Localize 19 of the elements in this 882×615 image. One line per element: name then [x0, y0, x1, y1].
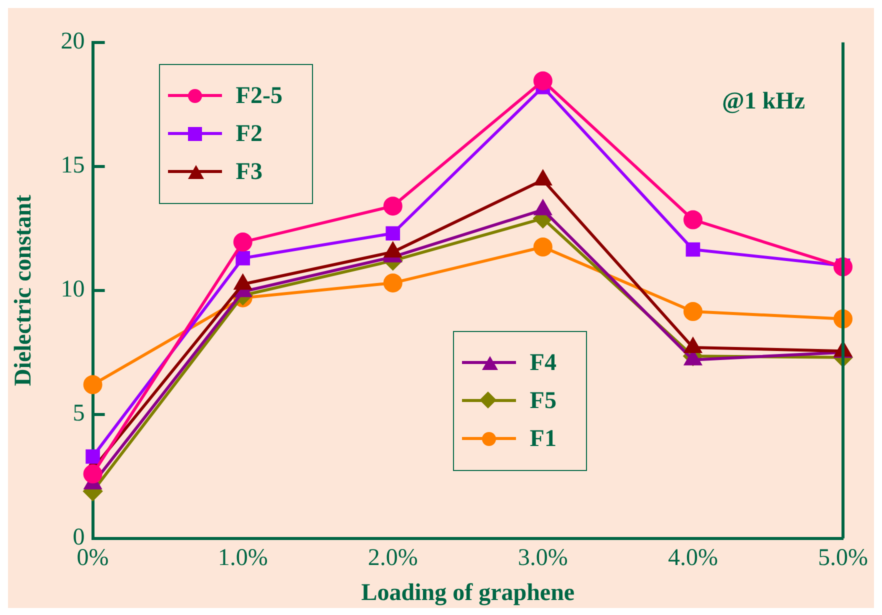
- x-tick-label: 3.0%: [518, 545, 568, 572]
- x-tick-label: 1.0%: [218, 545, 268, 572]
- annotation: @1 kHz: [722, 88, 806, 115]
- x-tick-label: 2.0%: [368, 545, 418, 572]
- y-tick-label: 10: [60, 276, 85, 303]
- y-tick-label: 5: [72, 400, 85, 427]
- legend-label: F3: [236, 158, 262, 186]
- legend-label: F5: [530, 388, 556, 415]
- legend-label: F4: [530, 350, 556, 377]
- x-tick-label: 0%: [76, 545, 109, 572]
- legend-label: F1: [530, 426, 556, 453]
- x-axis-title: Loading of graphene: [361, 580, 575, 606]
- x-tick-label: 4.0%: [668, 545, 718, 572]
- y-tick-label: 15: [60, 152, 85, 179]
- y-tick-label: 20: [60, 28, 85, 55]
- x-tick-label: 5.0%: [818, 545, 868, 572]
- y-axis-title: Dielectric constant: [10, 194, 37, 386]
- legend-label: F2: [236, 120, 262, 148]
- legend-label: F2-5: [236, 82, 282, 110]
